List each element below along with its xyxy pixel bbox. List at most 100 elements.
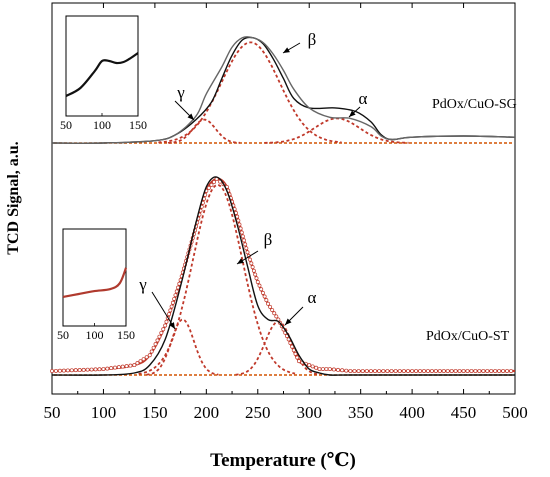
series-point <box>77 368 82 372</box>
series-point <box>270 308 275 313</box>
series-point <box>149 349 154 354</box>
panel-label: PdOx/CuO-SG <box>432 97 517 112</box>
series-point <box>441 369 446 373</box>
peak-label: γ <box>138 275 147 294</box>
series-point <box>509 369 513 373</box>
series-point <box>268 304 273 309</box>
series-point <box>501 369 506 373</box>
series-point <box>255 279 260 284</box>
inset-tick-label: 50 <box>60 118 72 132</box>
series-point <box>469 369 474 373</box>
series-point <box>138 359 143 364</box>
series-point <box>144 355 149 360</box>
series-point <box>310 364 315 369</box>
series-point <box>489 369 494 373</box>
series-point <box>481 369 486 373</box>
series-point <box>253 272 258 277</box>
inset-curve <box>62 267 128 298</box>
peak-arrowhead <box>283 47 290 53</box>
series-point <box>113 365 117 370</box>
series-point <box>453 369 458 373</box>
peak-curve <box>138 184 296 375</box>
series-point <box>250 265 255 270</box>
series-point <box>73 368 78 373</box>
series-point <box>381 369 386 373</box>
series-point <box>385 369 390 373</box>
inset-tick-label: 50 <box>57 328 69 342</box>
peak-label: β <box>308 30 317 49</box>
inset-tick-label: 150 <box>117 328 135 342</box>
x-tick-label: 350 <box>348 403 374 422</box>
series-point <box>248 257 253 262</box>
series-point <box>356 369 361 373</box>
series-point <box>425 369 430 373</box>
series-point <box>473 369 478 373</box>
series-point <box>352 369 357 373</box>
x-tick-label: 400 <box>399 403 425 422</box>
series-point <box>369 369 373 373</box>
series-point <box>251 268 256 273</box>
peak-arrowhead <box>169 322 175 329</box>
series-point <box>493 369 498 373</box>
series-point <box>157 334 162 339</box>
series-point <box>105 366 110 371</box>
series-point <box>497 369 502 373</box>
series-point <box>236 218 241 223</box>
series-point <box>340 368 345 373</box>
series-point <box>132 363 137 368</box>
series-point <box>272 311 277 316</box>
series-point <box>61 368 66 373</box>
series-point <box>167 312 171 317</box>
series-point <box>101 367 106 372</box>
series-point <box>173 293 178 298</box>
x-tick-label: 100 <box>91 403 117 422</box>
series-point <box>461 369 466 373</box>
x-tick-label: 500 <box>502 403 528 422</box>
series-point <box>477 369 482 373</box>
series-line <box>51 36 516 144</box>
series-point <box>206 185 211 190</box>
series-point <box>418 369 422 373</box>
series-point <box>291 348 296 353</box>
series-point <box>212 179 216 184</box>
x-tick-label: 200 <box>194 403 220 422</box>
inset-frame <box>62 228 127 327</box>
series-point <box>373 369 378 373</box>
series-point <box>414 369 419 373</box>
series-point <box>317 367 322 372</box>
panel-sg: PdOx/CuO-SG γ β α 50 100 150 <box>51 15 517 144</box>
series-point <box>293 351 298 356</box>
series-point <box>54 368 58 373</box>
series-point <box>465 369 470 373</box>
series-point <box>169 304 174 309</box>
inset-tick-label: 150 <box>129 118 147 132</box>
series-point <box>239 230 244 235</box>
panel-st: PdOx/CuO-ST γ β α 50 100 150 <box>50 176 515 376</box>
series-point <box>360 369 365 373</box>
series-point <box>243 242 248 247</box>
series-point <box>262 294 267 299</box>
series-point <box>314 365 319 370</box>
series-point <box>93 367 98 372</box>
series-point <box>260 290 265 295</box>
series-point <box>433 369 438 373</box>
peak-curve <box>158 41 342 144</box>
series-point <box>401 369 406 373</box>
series-point <box>264 298 269 303</box>
series-point <box>257 283 262 288</box>
series-point <box>238 226 243 231</box>
series-point <box>120 364 125 369</box>
series-point <box>485 369 490 373</box>
series-point <box>69 368 74 373</box>
series-point <box>245 250 250 255</box>
series-point <box>97 367 102 372</box>
series-point <box>410 369 415 373</box>
series-point <box>151 345 156 350</box>
series-point <box>274 314 279 319</box>
x-axis-ticks: 50 100 150 200 250 300 350 400 450 500 <box>44 3 528 422</box>
x-axis-title: Temperature (℃) <box>210 450 356 471</box>
peak-arrowhead <box>349 110 356 117</box>
series-line <box>51 176 515 376</box>
peak-curve <box>167 118 241 144</box>
